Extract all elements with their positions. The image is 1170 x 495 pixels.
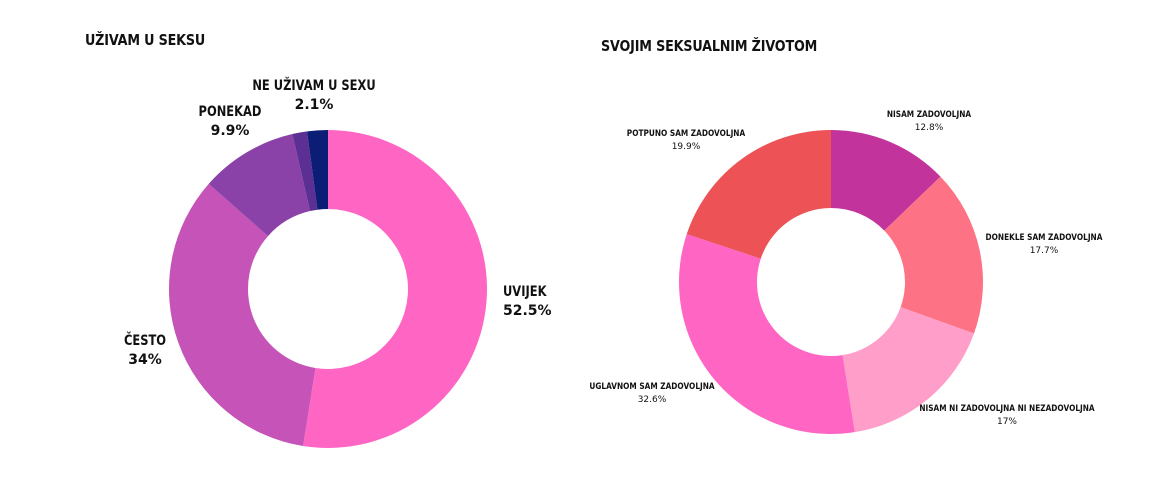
slice-label-ponekad: PONEKAD [199,104,262,120]
slice-label-potpuno-sam-zadovoljna: POTPUNO SAM ZADOVOLJNA [627,127,746,138]
slice-potpuno-sam-zadovoljna [686,130,831,259]
donut-chart-2: NISAM ZADOVOLJNA 12.8% DONEKLE SAM ZADOVOL… [589,108,1103,434]
slice-cesto [169,183,316,447]
donut-chart-1: UVIJEK 52.5% ČESTO 34% PONEKAD 9.9% NE UŽIVAM … [124,77,552,448]
slice-slice-3 [292,131,318,212]
slice-label-cesto: ČESTO [124,332,166,349]
slice-uvijek [303,130,487,448]
slice-ponekad [208,134,311,237]
slice-value-ne-uzivam-u-sexu: 2.1% [295,97,334,113]
slice-label-nisam-ni-zadovoljna-ni-nezadovoljna: NISAM NI ZADOVOLJNA NI NEZADOVOLJNA [919,402,1095,413]
slice-value-nisam-ni-zadovoljna-ni-nezadovoljna: 17% [997,417,1017,427]
chart-1-title: UŽIVAM U SEKSU [85,31,206,49]
slice-donekle-sam-zadovoljna [884,176,984,334]
slice-ne-uzivam-u-sexu [307,130,328,210]
slice-value-cesto: 34% [128,352,162,368]
slice-label-uglavnom-sam-zadovoljna: UGLAVNOM SAM ZADOVOLJNA [589,380,715,391]
chart-2-title: SVOJIM SEKSUALNIM ŽIVOTOM [601,37,818,55]
slice-value-uglavnom-sam-zadovoljna: 32.6% [638,395,667,405]
slice-label-donekle-sam-zadovoljna: DONEKLE SAM ZADOVOLJNA [986,231,1103,242]
slice-value-ponekad: 9.9% [211,123,250,139]
slice-nisam-ni-zadovoljna-ni-nezadovoljna [842,307,975,433]
slice-label-ne-uzivam-u-sexu: NE UŽIVAM U SEXU [252,77,375,94]
slice-value-donekle-sam-zadovoljna: 17.7% [1030,246,1059,256]
slice-uglavnom-sam-zadovoljna [678,234,855,434]
slice-value-potpuno-sam-zadovoljna: 19.9% [672,142,701,152]
slice-label-uvijek: UVIJEK [503,284,547,300]
slice-label-nisam-zadovoljna: NISAM ZADOVOLJNA [887,108,972,119]
slice-nisam-zadovoljna [831,130,941,231]
slice-value-nisam-zadovoljna: 12.8% [915,123,944,133]
slice-value-uvijek: 52.5% [503,303,552,319]
